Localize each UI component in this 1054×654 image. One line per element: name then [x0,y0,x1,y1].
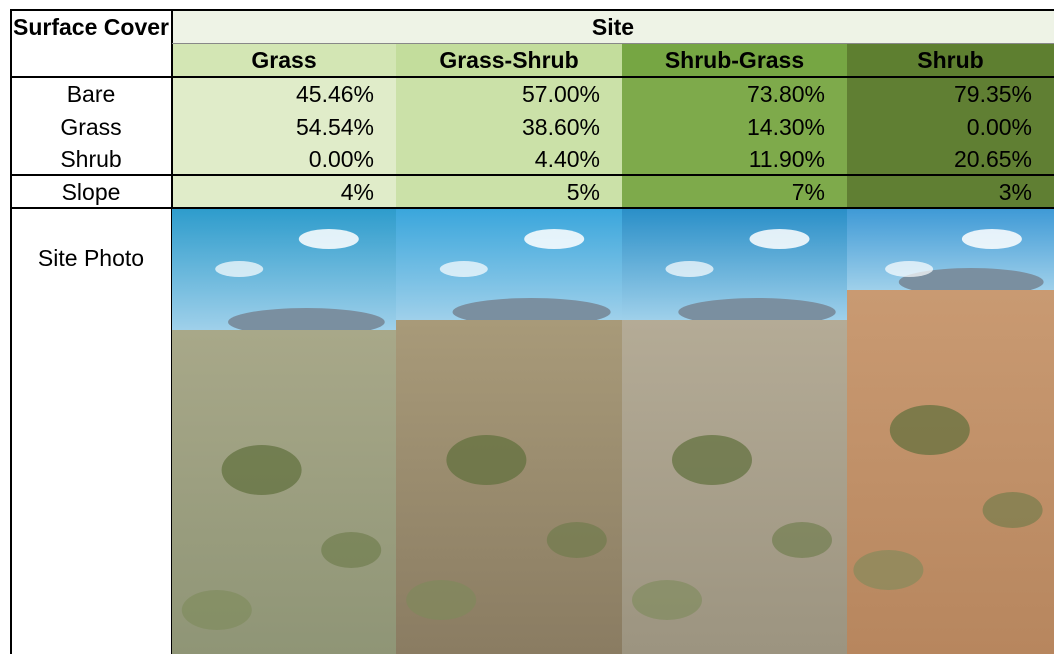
value: 73.80% [622,78,847,110]
value: 3% [847,176,1054,208]
value: 45.46% [172,78,396,110]
value: 11.90% [622,143,847,175]
row-label: Shrub [10,143,172,175]
rule [172,43,1054,44]
value: 5% [396,176,622,208]
value: 0.00% [847,111,1054,143]
rule [10,9,12,654]
rule [10,76,1054,78]
value: 57.00% [396,78,622,110]
row-label: Site Photo [10,242,172,274]
value: 38.60% [396,111,622,143]
site-photo [622,209,847,654]
column-header: Grass-Shrub [396,44,622,76]
column-header: Shrub [847,44,1054,76]
value: 4% [172,176,396,208]
value: 7% [622,176,847,208]
value: 54.54% [172,111,396,143]
row-label: Slope [10,176,172,208]
value: 14.30% [622,111,847,143]
site-photo [172,209,396,654]
value: 20.65% [847,143,1054,175]
column-header: Shrub-Grass [622,44,847,76]
value: 79.35% [847,78,1054,110]
site-photo [847,209,1054,654]
rule [10,174,1054,176]
column-header: Grass [172,44,396,76]
rule [10,9,1054,11]
site-photo [396,209,622,654]
group-header: Site [172,11,1054,43]
page: {"table": { "corner": "Surface Cover", "… [0,0,1054,654]
row-label: Grass [10,111,172,143]
corner-header: Surface Cover [10,11,172,44]
value: 4.40% [396,143,622,175]
value: 0.00% [172,143,396,175]
row-label: Bare [10,78,172,110]
